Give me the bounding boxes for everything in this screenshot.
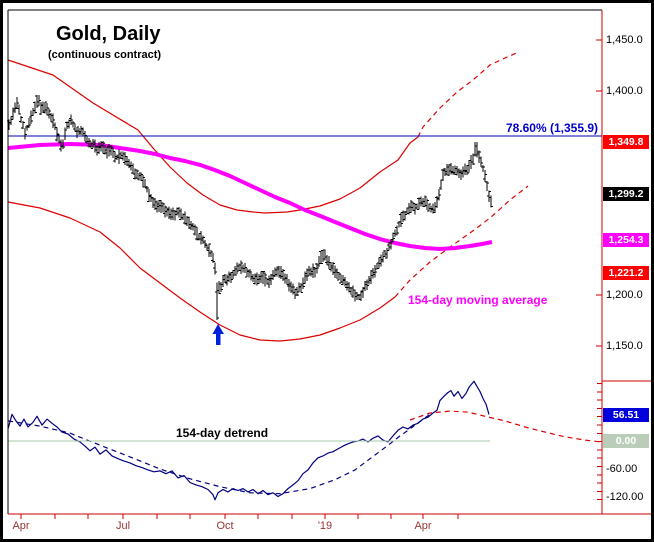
detrend-cycle-projection bbox=[409, 410, 601, 443]
upper-cycle-band bbox=[7, 59, 419, 214]
detrend-smooth-fit bbox=[7, 413, 431, 495]
detrend-tick-label: -60.00 bbox=[606, 462, 638, 475]
chart-title: Gold, Daily bbox=[56, 23, 161, 45]
gold-ohlc-bars bbox=[7, 95, 493, 320]
price-marker: 1,299.2 bbox=[603, 186, 649, 201]
detrend-marker: 56.51 bbox=[603, 407, 649, 422]
lower-cycle-band bbox=[7, 201, 396, 342]
fib-level-label: 78.60% (1,355.9) bbox=[505, 121, 598, 135]
date-label: Oct bbox=[216, 520, 234, 532]
price-tick-label: 1,200.0 bbox=[606, 288, 643, 301]
upper-cycle-band-projection bbox=[417, 51, 520, 138]
date-label: Jul bbox=[115, 520, 131, 532]
date-label: Apr bbox=[414, 520, 432, 532]
detrend-label: 154-day detrend bbox=[176, 426, 269, 440]
detrend-154 bbox=[7, 380, 490, 501]
price-marker: 1,349.8 bbox=[603, 135, 649, 150]
price-tick-label: 1,400.0 bbox=[606, 84, 643, 97]
detrend-marker: 0.00 bbox=[603, 434, 649, 448]
ma-154 bbox=[7, 142, 493, 251]
date-label: Apr bbox=[12, 520, 30, 532]
price-marker: 1,221.2 bbox=[603, 266, 649, 281]
up-arrow-icon bbox=[212, 323, 224, 345]
date-label: '19 bbox=[317, 520, 333, 532]
detrend-tick-label: -120.00 bbox=[606, 490, 644, 503]
price-marker: 1,254.3 bbox=[603, 232, 649, 247]
moving-average-label: 154-day moving average bbox=[408, 293, 548, 307]
price-tick-label: 1,450.0 bbox=[606, 33, 643, 46]
chart-subtitle: (continuous contract) bbox=[48, 49, 162, 61]
lower-cycle-band-projection bbox=[394, 185, 529, 298]
price-tick-label: 1,150.0 bbox=[606, 339, 643, 352]
